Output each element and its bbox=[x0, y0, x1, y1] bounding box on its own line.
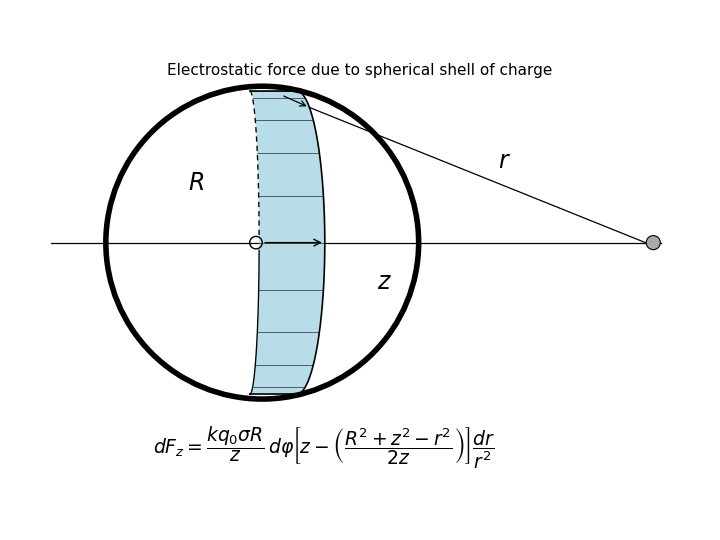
Text: $r$: $r$ bbox=[498, 149, 511, 173]
Text: $z$: $z$ bbox=[377, 270, 392, 294]
Text: $dF_z = \dfrac{kq_0\sigma R}{z}\,d\varphi\left[z - \left(\dfrac{R^2 + z^2 - r^2}: $dF_z = \dfrac{kq_0\sigma R}{z}\,d\varph… bbox=[153, 425, 495, 471]
Polygon shape bbox=[250, 91, 325, 394]
Text: $R$: $R$ bbox=[189, 171, 204, 195]
Circle shape bbox=[647, 235, 660, 249]
Text: Electrostatic force due to spherical shell of charge: Electrostatic force due to spherical she… bbox=[167, 63, 553, 78]
